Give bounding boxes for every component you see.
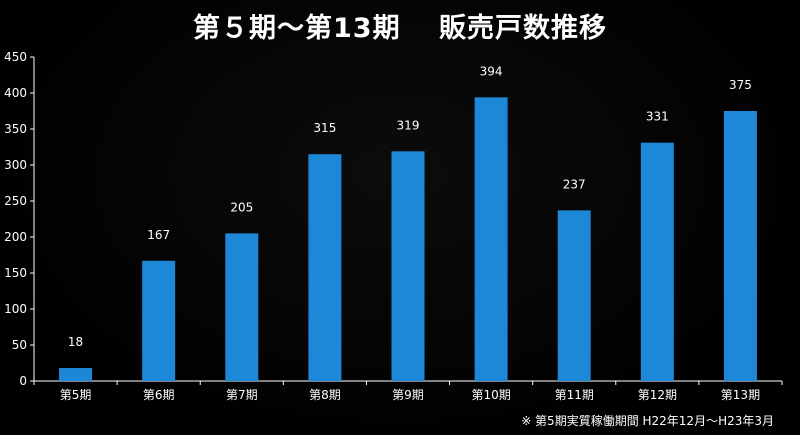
x-tick-label: 第5期 xyxy=(60,388,92,402)
data-label: 167 xyxy=(147,228,170,242)
x-tick-label: 第6期 xyxy=(143,388,175,402)
bar xyxy=(723,111,757,381)
y-tick-label: 350 xyxy=(4,122,27,136)
bar xyxy=(225,233,259,381)
bar xyxy=(308,154,342,381)
bar xyxy=(391,151,425,381)
bar xyxy=(474,97,508,381)
data-label: 205 xyxy=(230,200,253,214)
x-tick-label: 第10期 xyxy=(471,388,510,402)
x-tick-label: 第8期 xyxy=(309,388,341,402)
y-tick-label: 400 xyxy=(4,86,27,100)
data-label: 319 xyxy=(397,118,420,132)
bar xyxy=(59,368,93,381)
x-tick-label: 第11期 xyxy=(555,388,594,402)
bar xyxy=(557,210,591,381)
bars xyxy=(59,97,757,381)
x-tick-label: 第12期 xyxy=(638,388,677,402)
data-label: 237 xyxy=(563,177,586,191)
bar xyxy=(640,142,674,381)
data-label: 315 xyxy=(313,121,336,135)
y-tick-label: 200 xyxy=(4,230,27,244)
chart-title: 第５期～第13期 販売戸数推移 xyxy=(193,13,607,44)
y-tick-label: 450 xyxy=(4,50,27,64)
x-axis: 第5期 第6期 第7期 第8期 第9期 第10期 第11期 第12期 第13期 xyxy=(33,380,783,402)
y-axis: 0 50 100 150 200 250 300 350 400 450 xyxy=(4,50,35,388)
y-tick-label: 300 xyxy=(4,158,27,172)
data-label: 18 xyxy=(68,335,83,349)
y-tick-label: 250 xyxy=(4,194,27,208)
data-labels: 18 167 205 315 319 394 237 331 375 xyxy=(68,64,752,349)
x-tick-label: 第7期 xyxy=(226,388,258,402)
chart-footnote: ※ 第5期実質稼働期間 H22年12月～H23年3月 xyxy=(521,414,774,428)
y-tick-label: 50 xyxy=(12,338,27,352)
x-tick-label: 第9期 xyxy=(392,388,424,402)
bar xyxy=(142,260,176,381)
y-tick-label: 100 xyxy=(4,302,27,316)
data-label: 331 xyxy=(646,110,669,124)
y-tick-label: 0 xyxy=(19,374,27,388)
data-label: 375 xyxy=(729,78,752,92)
x-tick-label: 第13期 xyxy=(721,388,760,402)
data-label: 394 xyxy=(480,64,503,78)
y-tick-label: 150 xyxy=(4,266,27,280)
